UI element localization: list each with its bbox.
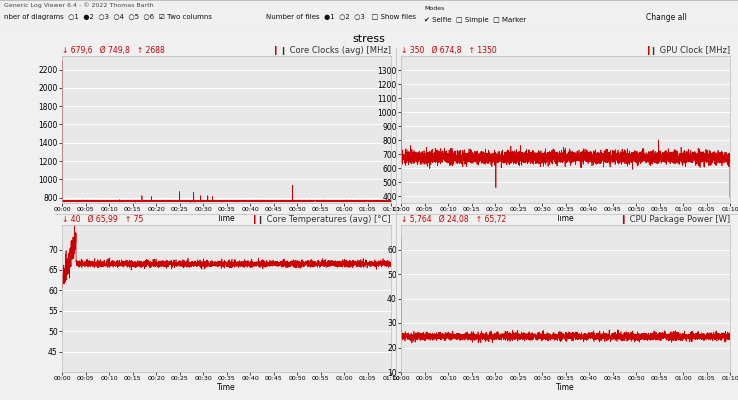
Text: stress: stress: [353, 34, 385, 44]
Text: ❙: ❙: [619, 214, 627, 224]
Text: ❙: ❙: [272, 46, 280, 54]
Text: Change all: Change all: [646, 13, 686, 22]
X-axis label: Time: Time: [217, 214, 236, 222]
Text: Number of files  ●1  ○2  ○3   □ Show files: Number of files ●1 ○2 ○3 □ Show files: [266, 14, 415, 20]
Text: ↓ 679,6   Ø 749,8   ↑ 2688: ↓ 679,6 Ø 749,8 ↑ 2688: [62, 46, 165, 54]
Text: ❙ Core Clocks (avg) [MHz]: ❙ Core Clocks (avg) [MHz]: [280, 46, 391, 54]
Text: ❙: ❙: [251, 214, 258, 224]
Text: Modes: Modes: [424, 6, 445, 12]
Text: ❙ GPU Clock [MHz]: ❙ GPU Clock [MHz]: [650, 46, 730, 54]
Text: nber of diagrams  ○1  ●2  ○3  ○4  ○5  ○6  ☑ Two columns: nber of diagrams ○1 ●2 ○3 ○4 ○5 ○6 ☑ Two…: [4, 14, 212, 20]
X-axis label: Time: Time: [556, 382, 575, 392]
Text: ✔ Selfie  □ Simple  □ Marker: ✔ Selfie □ Simple □ Marker: [424, 17, 526, 23]
X-axis label: Time: Time: [556, 214, 575, 222]
X-axis label: Time: Time: [217, 382, 236, 392]
Text: ↓ 5,764   Ø 24,08   ↑ 65,72: ↓ 5,764 Ø 24,08 ↑ 65,72: [401, 214, 506, 224]
Text: ❙ CPU Package Power [W]: ❙ CPU Package Power [W]: [620, 214, 730, 224]
Text: Generic Log Viewer 6.4 - © 2022 Thomas Barth: Generic Log Viewer 6.4 - © 2022 Thomas B…: [4, 2, 154, 8]
Text: ↓ 40   Ø 65,99   ↑ 75: ↓ 40 Ø 65,99 ↑ 75: [62, 214, 143, 224]
Text: ❙: ❙: [645, 46, 652, 54]
Text: ↓ 350   Ø 674,8   ↑ 1350: ↓ 350 Ø 674,8 ↑ 1350: [401, 46, 497, 54]
Text: ❙ Core Temperatures (avg) [°C]: ❙ Core Temperatures (avg) [°C]: [258, 214, 391, 224]
